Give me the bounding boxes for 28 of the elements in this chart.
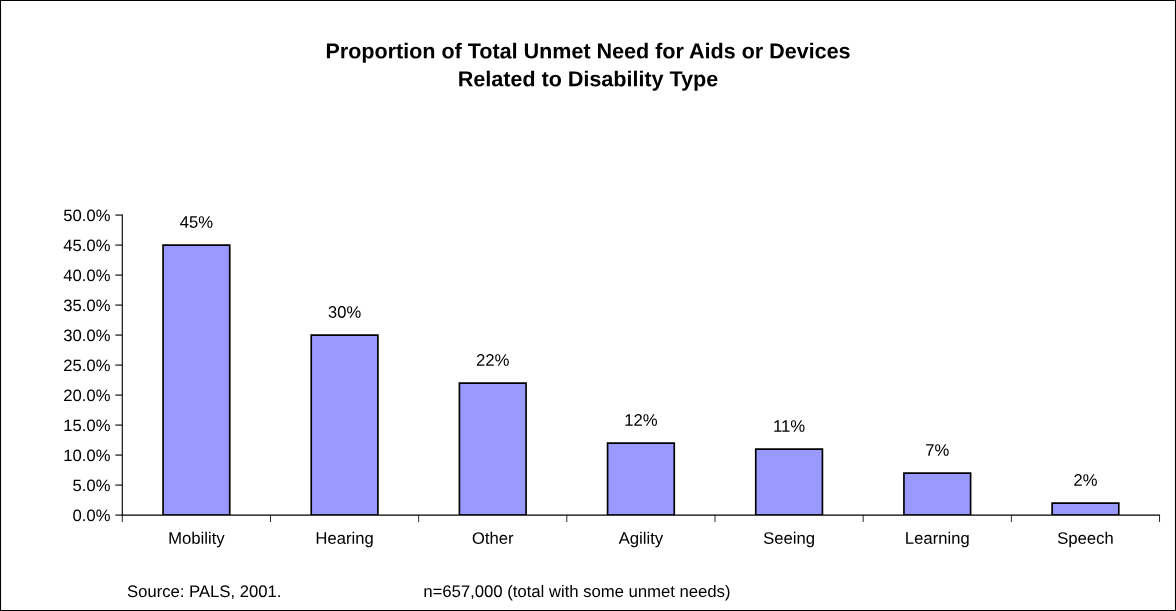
- x-tick-label: Seeing: [763, 531, 814, 548]
- x-tick-label: Speech: [1057, 531, 1113, 548]
- data-label: 12%: [625, 414, 658, 426]
- x-tick-label: Other: [472, 531, 514, 544]
- data-label: 45%: [180, 216, 213, 228]
- y-tick-label: 40.0%: [63, 269, 110, 282]
- y-tick-label: 15.0%: [64, 419, 110, 432]
- y-tick-label: 45.0%: [63, 239, 110, 252]
- y-tick-label: 25.0%: [64, 359, 110, 372]
- data-label: 7%: [926, 444, 949, 456]
- data-label: 11%: [774, 420, 805, 432]
- x-tick-label: Learning: [906, 531, 969, 548]
- y-tick-label: 5.0%: [73, 479, 110, 492]
- y-tick-label: 35.0%: [63, 299, 110, 312]
- data-label: 22%: [476, 354, 509, 366]
- y-tick-label: 30.0%: [63, 329, 110, 342]
- x-tick-label: Mobility: [169, 531, 225, 548]
- y-tick-label: 10.0%: [64, 449, 110, 462]
- source-note: Source: PALS, 2001.: [127, 585, 280, 600]
- data-label: 30%: [328, 306, 361, 318]
- chart-title: Proportion of Total Unmet Need for Aids or Devices Related to Disability Type: [326, 42, 850, 91]
- text: n=657,000 (total with some unmet needs): [424, 584, 730, 601]
- x-tick-label: Hearing: [316, 531, 373, 548]
- y-tick-label: 50.0%: [63, 209, 110, 222]
- x-tick-label: Agility: [618, 531, 664, 548]
- data-label: 2%: [1074, 474, 1097, 486]
- y-tick-label: 0.0%: [73, 509, 110, 522]
- y-tick-label: 20.0%: [64, 389, 110, 402]
